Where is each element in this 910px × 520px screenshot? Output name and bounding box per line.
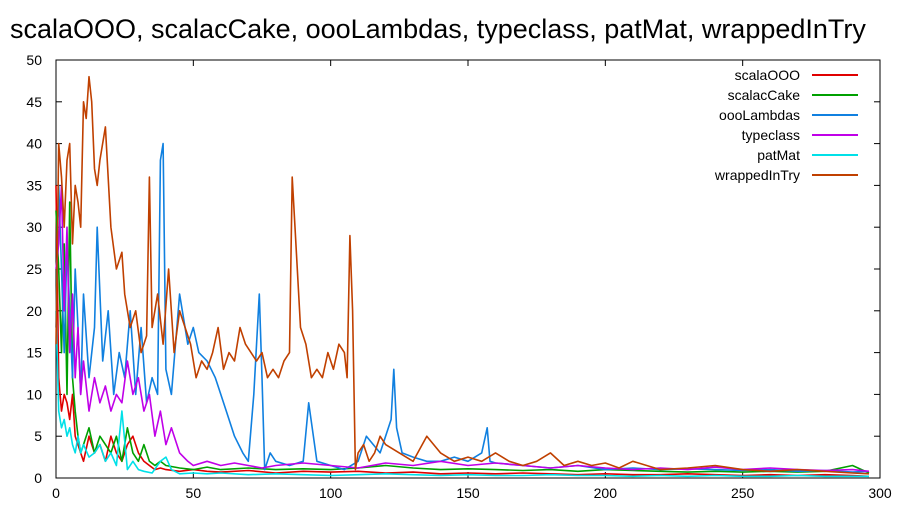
y-tick-label: 40 — [26, 136, 42, 152]
x-tick-label: 100 — [319, 485, 343, 501]
series-layer — [55, 75, 870, 478]
y-tick-label: 45 — [26, 94, 42, 110]
x-tick-label: 0 — [52, 485, 60, 501]
series-line-oooLambdas — [55, 142, 870, 473]
y-tick-label: 5 — [34, 428, 42, 444]
y-tick-label: 50 — [26, 52, 42, 68]
legend-label: typeclass — [742, 127, 800, 143]
chart-title: scalaOOO, scalacCake, oooLambdas, typecl… — [10, 14, 866, 44]
axes: 0 50 100 150 200 250 300 0 5 10 15 20 25 30 35 40 45 50 — [26, 52, 891, 501]
y-tick-label: 20 — [26, 303, 42, 319]
x-tick-label: 300 — [868, 485, 892, 501]
y-tick-label: 0 — [34, 470, 42, 486]
x-tick-label: 200 — [594, 485, 618, 501]
legend: scalaOOO scalacCake oooLambdas typeclass pat… — [714, 67, 858, 183]
y-tick-label: 25 — [26, 261, 42, 277]
series-line-typeclass — [55, 184, 870, 473]
y-tick-label: 30 — [26, 219, 42, 235]
series-line-patMat — [55, 310, 869, 478]
series-line-scalacCake — [55, 201, 870, 474]
legend-label: wrappedInTry — [714, 167, 800, 183]
legend-label: scalacCake — [728, 87, 801, 103]
series-line-wrappedInTry — [55, 75, 870, 475]
x-tick-label: 250 — [731, 485, 755, 501]
y-tick-label: 35 — [26, 177, 42, 193]
x-tick-label: 50 — [186, 485, 202, 501]
x-tick-label: 150 — [456, 485, 480, 501]
y-tick-label: 10 — [26, 386, 42, 402]
y-tick-label: 15 — [26, 345, 42, 361]
legend-label: scalaOOO — [735, 67, 800, 83]
legend-label: oooLambdas — [719, 107, 800, 123]
series-line-scalaOOO — [55, 185, 870, 478]
legend-label: patMat — [757, 147, 800, 163]
